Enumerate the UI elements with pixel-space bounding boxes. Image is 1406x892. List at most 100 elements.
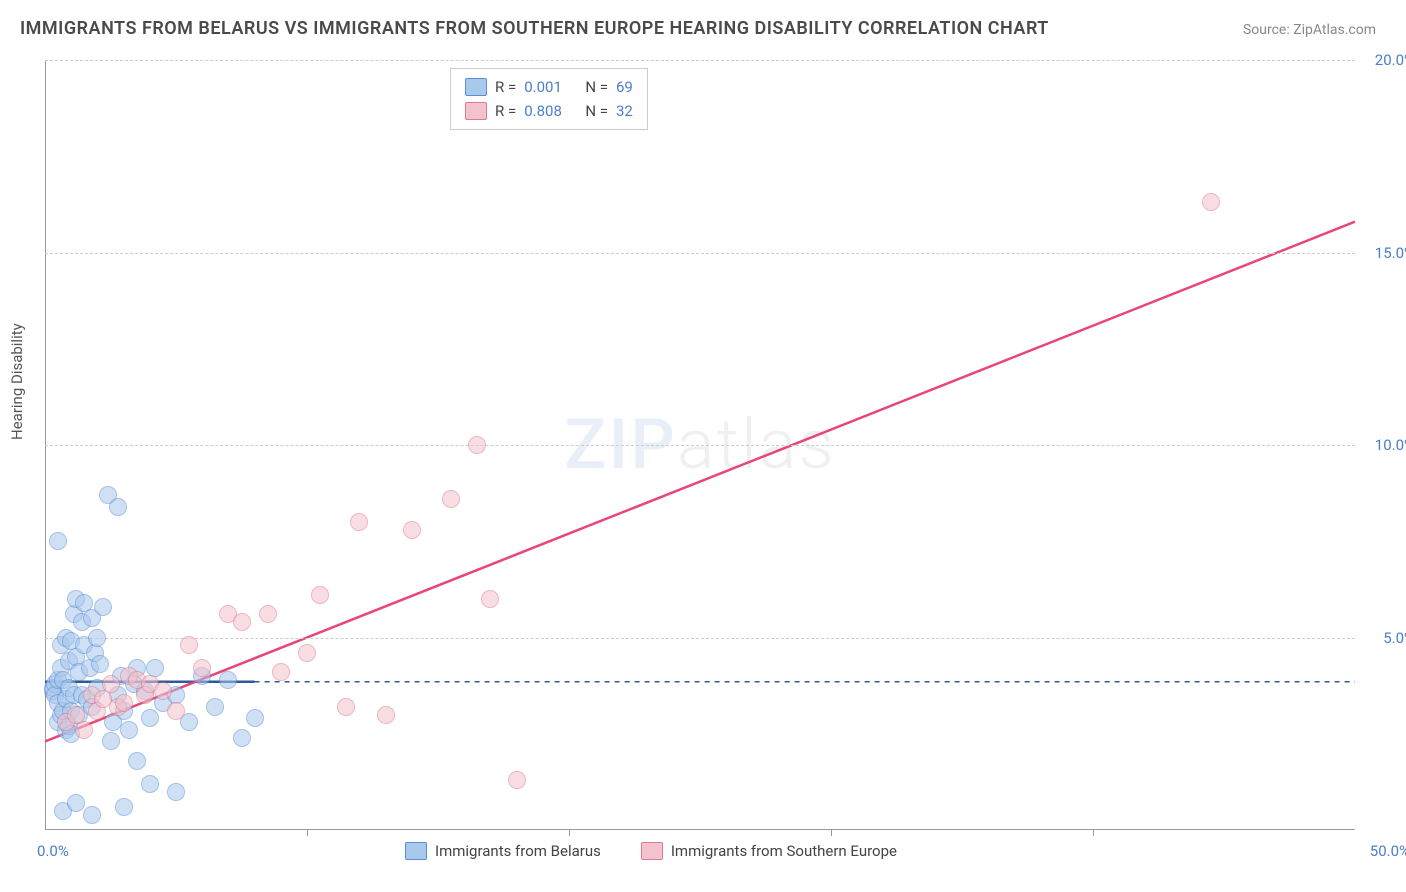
scatter-marker — [62, 632, 80, 650]
legend-row-series2: R = 0.808 N = 32 — [465, 99, 633, 123]
scatter-marker — [78, 690, 96, 708]
scatter-marker — [86, 644, 104, 662]
series2-name: Immigrants from Southern Europe — [671, 842, 897, 860]
legend-item-series1: Immigrants from Belarus — [405, 842, 601, 860]
r-value-series1: 0.001 — [524, 75, 562, 99]
scatter-marker — [115, 694, 133, 712]
scatter-marker — [62, 702, 80, 720]
scatter-marker — [46, 686, 64, 704]
scatter-marker — [62, 725, 80, 743]
scatter-marker — [337, 698, 355, 716]
scatter-marker — [206, 698, 224, 716]
scatter-marker — [141, 775, 159, 793]
scatter-marker — [167, 783, 185, 801]
grid-line — [45, 60, 1355, 61]
scatter-marker — [154, 694, 172, 712]
scatter-marker — [481, 590, 499, 608]
scatter-marker — [49, 532, 67, 550]
scatter-marker — [54, 671, 72, 689]
r-label: R = — [495, 99, 516, 123]
scatter-marker — [102, 675, 120, 693]
scatter-marker — [88, 679, 106, 697]
scatter-marker — [67, 590, 85, 608]
n-label: N = — [585, 75, 608, 99]
scatter-marker — [167, 686, 185, 704]
scatter-marker — [54, 702, 72, 720]
y-tick-label: 15.0% — [1375, 244, 1406, 262]
scatter-marker — [109, 686, 127, 704]
correlation-legend: R = 0.001 N = 69 R = 0.808 N = 32 — [450, 68, 648, 130]
scatter-marker — [70, 663, 88, 681]
plot-area: ZIPatlas R = 0.001 N = 69 R = 0.808 N = … — [45, 60, 1355, 830]
scatter-marker — [83, 686, 101, 704]
scatter-marker — [70, 706, 88, 724]
y-tick-label: 10.0% — [1375, 436, 1406, 454]
scatter-marker — [154, 682, 172, 700]
r-label: R = — [495, 75, 516, 99]
scatter-marker — [350, 513, 368, 531]
y-tick-label: 20.0% — [1375, 51, 1406, 69]
series-legend: Immigrants from Belarus Immigrants from … — [405, 842, 897, 860]
scatter-marker — [233, 613, 251, 631]
scatter-marker — [46, 675, 64, 693]
swatch-series2 — [465, 102, 487, 120]
scatter-marker — [67, 794, 85, 812]
swatch-series1 — [465, 78, 487, 96]
series1-name: Immigrants from Belarus — [435, 842, 601, 860]
scatter-marker — [403, 521, 421, 539]
x-tick-mark — [831, 830, 832, 836]
x-tick-mark — [569, 830, 570, 836]
scatter-marker — [75, 721, 93, 739]
scatter-marker — [94, 690, 112, 708]
scatter-marker — [60, 717, 78, 735]
r-value-series2: 0.808 — [524, 99, 562, 123]
scatter-marker — [99, 486, 117, 504]
scatter-marker — [91, 655, 109, 673]
xmax-label: 50.0% — [1370, 842, 1406, 860]
scatter-marker — [83, 609, 101, 627]
scatter-marker — [141, 709, 159, 727]
scatter-marker — [112, 667, 130, 685]
scatter-marker — [136, 686, 154, 704]
scatter-marker — [125, 675, 143, 693]
n-label: N = — [585, 99, 608, 123]
scatter-marker — [272, 663, 290, 681]
scatter-marker — [259, 605, 277, 623]
source-attribution: Source: ZipAtlas.com — [1243, 22, 1376, 38]
swatch-series1-b — [405, 842, 427, 860]
scatter-marker — [120, 667, 138, 685]
scatter-marker — [75, 594, 93, 612]
scatter-marker — [115, 798, 133, 816]
scatter-marker — [73, 686, 91, 704]
scatter-marker — [1202, 193, 1220, 211]
origin-label: 0.0% — [37, 842, 69, 860]
legend-row-series1: R = 0.001 N = 69 — [465, 75, 633, 99]
scatter-marker — [67, 648, 85, 666]
chart-title: IMMIGRANTS FROM BELARUS VS IMMIGRANTS FR… — [20, 18, 1049, 39]
scatter-marker — [57, 721, 75, 739]
x-tick-mark — [307, 830, 308, 836]
scatter-marker — [83, 698, 101, 716]
scatter-marker — [57, 690, 75, 708]
y-axis-label: Hearing Disability — [8, 323, 26, 440]
scatter-marker — [141, 675, 159, 693]
scatter-marker — [311, 586, 329, 604]
scatter-marker — [128, 671, 146, 689]
scatter-marker — [180, 636, 198, 654]
scatter-marker — [49, 713, 67, 731]
scatter-marker — [219, 671, 237, 689]
scatter-marker — [102, 732, 120, 750]
scatter-marker — [65, 686, 83, 704]
scatter-marker — [180, 713, 198, 731]
scatter-marker — [57, 713, 75, 731]
scatter-marker — [120, 721, 138, 739]
scatter-marker — [233, 729, 251, 747]
scatter-marker — [83, 806, 101, 824]
swatch-series2-b — [641, 842, 663, 860]
scatter-marker — [52, 636, 70, 654]
scatter-marker — [44, 679, 62, 697]
x-tick-mark — [1093, 830, 1094, 836]
scatter-marker — [128, 659, 146, 677]
grid-line — [45, 445, 1355, 446]
scatter-marker — [219, 605, 237, 623]
